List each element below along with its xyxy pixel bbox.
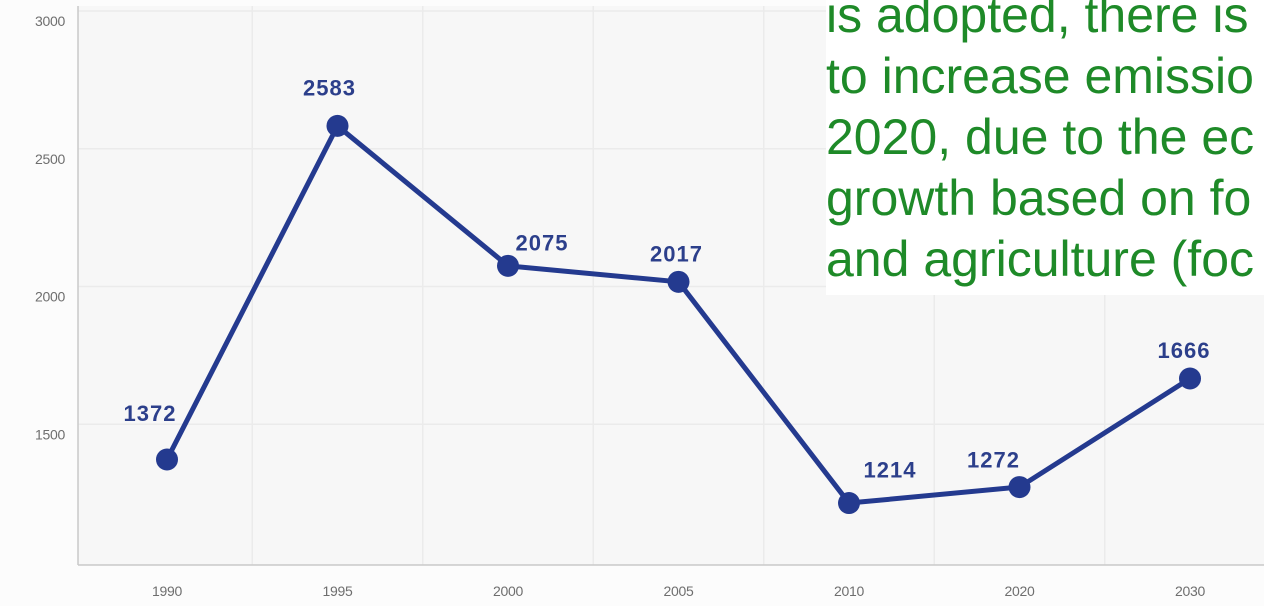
- slide-text-box: is adopted, there is to increase emissio…: [826, 0, 1264, 295]
- x-tick-label: 2030: [1175, 583, 1205, 599]
- data-label: 1272: [967, 448, 1020, 473]
- y-tick-label: 2000: [35, 289, 65, 305]
- data-point: [326, 114, 349, 137]
- data-point: [1008, 476, 1031, 499]
- x-tick-label: 2010: [834, 583, 864, 599]
- x-tick-label: 2020: [1005, 583, 1035, 599]
- data-label: 2583: [303, 75, 356, 100]
- slide-text-line: growth based on fo: [826, 170, 1252, 226]
- data-point: [497, 254, 519, 277]
- x-tick-label: 1995: [323, 583, 353, 599]
- slide-text-line: and agriculture (foc: [826, 231, 1255, 287]
- x-axis-tick-labels: 1990 1995 2000 2005 2010 2020 2030: [152, 583, 1206, 599]
- data-label: 1666: [1158, 338, 1211, 363]
- data-point: [838, 492, 860, 515]
- x-tick-label: 2000: [493, 583, 523, 599]
- y-tick-label: 3000: [35, 13, 65, 29]
- slide-text-line: 2020, due to the ec: [826, 109, 1255, 165]
- data-label: 2075: [516, 230, 569, 255]
- slide-text-body: is adopted, there is to increase emissio…: [826, 0, 1264, 290]
- y-tick-label: 1500: [35, 426, 65, 442]
- data-label: 2017: [650, 241, 703, 266]
- data-point: [1179, 367, 1201, 390]
- data-labels: 1372 2583 2075 2017 1214 1272 1666: [124, 75, 1211, 483]
- data-point: [667, 270, 690, 293]
- x-tick-label: 2005: [664, 583, 694, 599]
- slide-text-line: is adopted, there is: [826, 0, 1249, 43]
- data-label: 1372: [124, 401, 177, 426]
- y-axis-tick-labels: 3000 2500 2000 1500: [35, 13, 66, 442]
- data-point: [156, 448, 178, 471]
- data-points: [156, 114, 1201, 515]
- slide-text-line: to increase emissio: [826, 48, 1254, 104]
- y-tick-label: 2500: [35, 151, 65, 167]
- x-tick-label: 1990: [152, 583, 182, 599]
- data-label: 1214: [864, 458, 917, 483]
